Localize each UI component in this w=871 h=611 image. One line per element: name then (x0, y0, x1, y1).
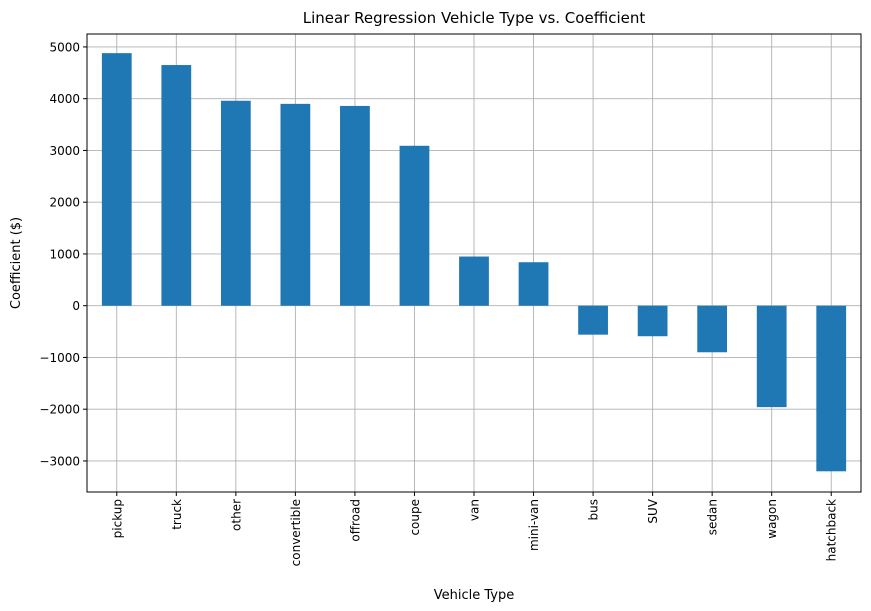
bars (101, 53, 847, 472)
bar-wagon (756, 305, 787, 408)
bar-hatchback (816, 305, 847, 472)
y-tick-label: 3000 (49, 144, 80, 158)
y-axis-ticks: −3000 −2000 −1000 0 1000 2000 3000 4000 5000 (39, 40, 87, 468)
chart-title: Linear Regression Vehicle Type vs. Coeff… (303, 9, 646, 27)
y-tick-label: 2000 (49, 196, 80, 210)
x-tick-label: pickup (110, 499, 124, 538)
x-axis-ticks: pickup truck other convertible offroad coupe v… (110, 492, 839, 566)
x-tick-label: other (229, 499, 243, 531)
bar-convertible (280, 103, 311, 306)
x-tick-label: wagon (765, 499, 779, 539)
y-tick-label: 5000 (49, 40, 80, 54)
x-axis-label: Vehicle Type (434, 588, 514, 603)
x-tick-label: coupe (408, 499, 422, 536)
bar-pickup (101, 53, 132, 306)
y-tick-label: −1000 (39, 351, 80, 365)
x-tick-label: mini-van (527, 499, 541, 551)
bar-bus (578, 305, 608, 335)
x-tick-label: offroad (348, 499, 362, 542)
y-tick-label: 0 (72, 299, 80, 313)
bar-other (220, 100, 251, 306)
y-tick-label: 4000 (49, 92, 80, 106)
x-tick-label: hatchback (825, 499, 839, 561)
x-tick-label: sedan (706, 499, 720, 535)
bar-sedan (697, 305, 728, 353)
y-axis-label: Coefficient ($) (9, 217, 24, 309)
x-tick-label: truck (170, 499, 184, 530)
bar-offroad (340, 105, 370, 306)
bar-suv (637, 305, 668, 337)
x-tick-label: SUV (646, 498, 660, 523)
bar-van (459, 256, 489, 306)
x-tick-label: bus (587, 499, 601, 520)
y-tick-label: 1000 (49, 247, 80, 261)
bar-truck (161, 65, 192, 306)
x-tick-label: van (468, 499, 482, 521)
x-tick-label: convertible (289, 499, 303, 566)
bar-mini-van (518, 262, 549, 306)
bar-coupe (399, 145, 430, 306)
y-tick-label: −2000 (39, 403, 80, 417)
y-tick-label: −3000 (39, 454, 80, 468)
